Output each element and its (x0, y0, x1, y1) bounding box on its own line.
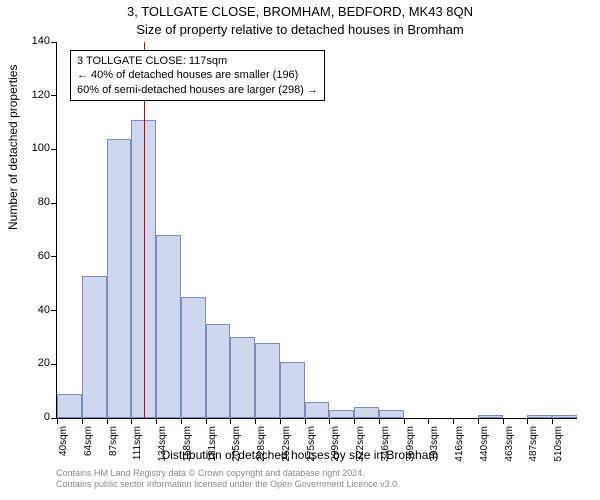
histogram-bar (57, 394, 82, 418)
footer-line-2: Contains public sector information licen… (56, 479, 400, 489)
x-tick (82, 418, 83, 424)
y-axis-label: Number of detached properties (6, 65, 20, 230)
histogram-bar (107, 139, 132, 418)
x-tick-label: 158sqm (182, 426, 193, 470)
y-tick (51, 95, 57, 96)
x-tick (552, 418, 553, 424)
x-tick-label: 40sqm (58, 426, 69, 470)
x-tick-label: 275sqm (306, 426, 317, 470)
x-tick (305, 418, 306, 424)
histogram-bar (181, 297, 206, 418)
x-tick-label: 299sqm (330, 426, 341, 470)
x-tick (478, 418, 479, 424)
x-tick-label: 510sqm (553, 426, 564, 470)
histogram-bar (280, 362, 305, 418)
y-tick-label: 60 (20, 250, 50, 262)
x-tick (181, 418, 182, 424)
x-tick (453, 418, 454, 424)
marker-info-box: 3 TOLLGATE CLOSE: 117sqm ← 40% of detach… (70, 50, 325, 101)
x-tick (404, 418, 405, 424)
y-tick (51, 256, 57, 257)
x-tick-label: 463sqm (504, 426, 515, 470)
histogram-bar (156, 235, 181, 418)
x-tick (379, 418, 380, 424)
x-tick-label: 111sqm (132, 426, 143, 470)
histogram-bar (527, 415, 552, 418)
histogram-bar (379, 410, 404, 418)
histogram-bar (305, 402, 330, 418)
x-tick-label: 252sqm (281, 426, 292, 470)
x-tick (107, 418, 108, 424)
chart-title: 3, TOLLGATE CLOSE, BROMHAM, BEDFORD, MK4… (0, 4, 600, 19)
y-tick-label: 0 (20, 411, 50, 423)
chart-subtitle: Size of property relative to detached ho… (0, 22, 600, 37)
histogram-bar (230, 337, 255, 418)
x-tick (131, 418, 132, 424)
y-tick-label: 100 (20, 142, 50, 154)
histogram-bar (329, 410, 354, 418)
y-tick-label: 40 (20, 304, 50, 316)
x-tick-label: 87sqm (108, 426, 119, 470)
x-tick (230, 418, 231, 424)
x-tick-label: 228sqm (256, 426, 267, 470)
histogram-bar (354, 407, 379, 418)
x-tick (527, 418, 528, 424)
y-tick-label: 20 (20, 357, 50, 369)
y-tick (51, 364, 57, 365)
x-tick (503, 418, 504, 424)
x-tick (57, 418, 58, 424)
y-tick-label: 120 (20, 89, 50, 101)
y-tick (51, 310, 57, 311)
x-tick-label: 346sqm (380, 426, 391, 470)
x-tick (354, 418, 355, 424)
y-tick (51, 42, 57, 43)
y-tick (51, 149, 57, 150)
histogram-bar (82, 276, 107, 418)
x-tick-label: 134sqm (157, 426, 168, 470)
x-tick-label: 64sqm (83, 426, 94, 470)
y-tick (51, 203, 57, 204)
y-tick-label: 80 (20, 196, 50, 208)
x-tick-label: 487sqm (528, 426, 539, 470)
x-tick (280, 418, 281, 424)
x-tick (428, 418, 429, 424)
x-tick-label: 205sqm (231, 426, 242, 470)
x-tick (329, 418, 330, 424)
histogram-bar (552, 415, 577, 418)
x-tick-label: 393sqm (429, 426, 440, 470)
x-tick-label: 440sqm (479, 426, 490, 470)
histogram-bar (255, 343, 280, 418)
x-tick-label: 369sqm (405, 426, 416, 470)
x-tick-label: 181sqm (207, 426, 218, 470)
histogram-bar (478, 415, 503, 418)
info-line-2: ← 40% of detached houses are smaller (19… (77, 68, 318, 82)
footer-attribution: Contains HM Land Registry data © Crown c… (56, 468, 576, 491)
info-line-3: 60% of semi-detached houses are larger (… (77, 83, 318, 97)
chart-container: 3, TOLLGATE CLOSE, BROMHAM, BEDFORD, MK4… (0, 0, 600, 500)
x-tick-label: 322sqm (355, 426, 366, 470)
x-tick (156, 418, 157, 424)
x-tick (255, 418, 256, 424)
x-tick (206, 418, 207, 424)
y-tick-label: 140 (20, 35, 50, 47)
info-line-1: 3 TOLLGATE CLOSE: 117sqm (77, 54, 318, 68)
x-tick-label: 416sqm (454, 426, 465, 470)
histogram-bar (206, 324, 231, 418)
